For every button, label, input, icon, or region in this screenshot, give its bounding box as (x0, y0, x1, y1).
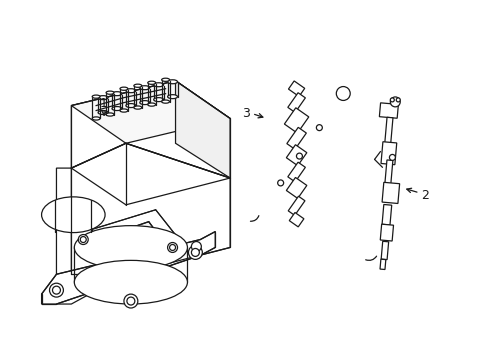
Ellipse shape (41, 197, 105, 233)
Ellipse shape (167, 80, 177, 84)
Ellipse shape (126, 104, 136, 108)
Polygon shape (379, 259, 385, 270)
Circle shape (169, 244, 175, 251)
Polygon shape (287, 93, 305, 112)
Ellipse shape (98, 96, 108, 100)
Ellipse shape (147, 81, 155, 84)
Polygon shape (381, 204, 391, 225)
Ellipse shape (112, 107, 122, 111)
Ellipse shape (153, 98, 163, 102)
Polygon shape (71, 81, 230, 143)
Circle shape (336, 86, 349, 100)
Polygon shape (56, 168, 126, 304)
Text: 2: 2 (421, 189, 428, 202)
Circle shape (167, 243, 177, 252)
Circle shape (127, 297, 135, 305)
Ellipse shape (147, 103, 155, 106)
Ellipse shape (106, 113, 114, 116)
Ellipse shape (120, 109, 128, 112)
Ellipse shape (134, 84, 142, 87)
Polygon shape (381, 182, 399, 203)
Ellipse shape (98, 111, 108, 114)
Ellipse shape (106, 91, 114, 94)
Circle shape (49, 283, 63, 297)
Polygon shape (284, 108, 308, 133)
Circle shape (191, 242, 201, 251)
Circle shape (316, 125, 322, 131)
Ellipse shape (162, 100, 169, 103)
Polygon shape (380, 241, 388, 260)
Circle shape (80, 237, 86, 243)
Circle shape (277, 180, 283, 186)
Circle shape (389, 98, 393, 102)
Polygon shape (287, 196, 305, 215)
Polygon shape (288, 81, 304, 96)
Circle shape (123, 294, 138, 308)
Polygon shape (379, 103, 398, 118)
Circle shape (388, 154, 395, 161)
Ellipse shape (120, 87, 128, 90)
Circle shape (395, 98, 399, 102)
Circle shape (78, 235, 88, 244)
Ellipse shape (134, 106, 142, 109)
Polygon shape (384, 117, 392, 144)
Polygon shape (289, 212, 303, 227)
Polygon shape (286, 177, 306, 198)
Polygon shape (286, 145, 306, 166)
Polygon shape (111, 222, 165, 257)
Circle shape (296, 153, 302, 159)
Polygon shape (91, 210, 185, 267)
Polygon shape (384, 160, 392, 184)
Ellipse shape (74, 260, 187, 304)
Ellipse shape (126, 89, 136, 93)
Circle shape (52, 286, 61, 294)
Text: 1: 1 (100, 97, 108, 110)
Polygon shape (380, 224, 393, 241)
Polygon shape (286, 127, 305, 149)
Ellipse shape (74, 226, 187, 269)
Polygon shape (287, 162, 305, 182)
Polygon shape (71, 143, 230, 274)
Polygon shape (380, 142, 396, 165)
Ellipse shape (153, 83, 163, 87)
Circle shape (188, 246, 202, 260)
Ellipse shape (167, 95, 177, 99)
Ellipse shape (162, 78, 169, 81)
Text: 3: 3 (242, 107, 249, 120)
Polygon shape (71, 81, 230, 205)
Polygon shape (175, 81, 230, 178)
Ellipse shape (140, 86, 149, 90)
Circle shape (389, 97, 399, 107)
Ellipse shape (92, 95, 100, 98)
Ellipse shape (92, 117, 100, 120)
Ellipse shape (112, 92, 122, 96)
Ellipse shape (140, 100, 149, 105)
Polygon shape (41, 231, 215, 304)
Circle shape (191, 248, 199, 256)
